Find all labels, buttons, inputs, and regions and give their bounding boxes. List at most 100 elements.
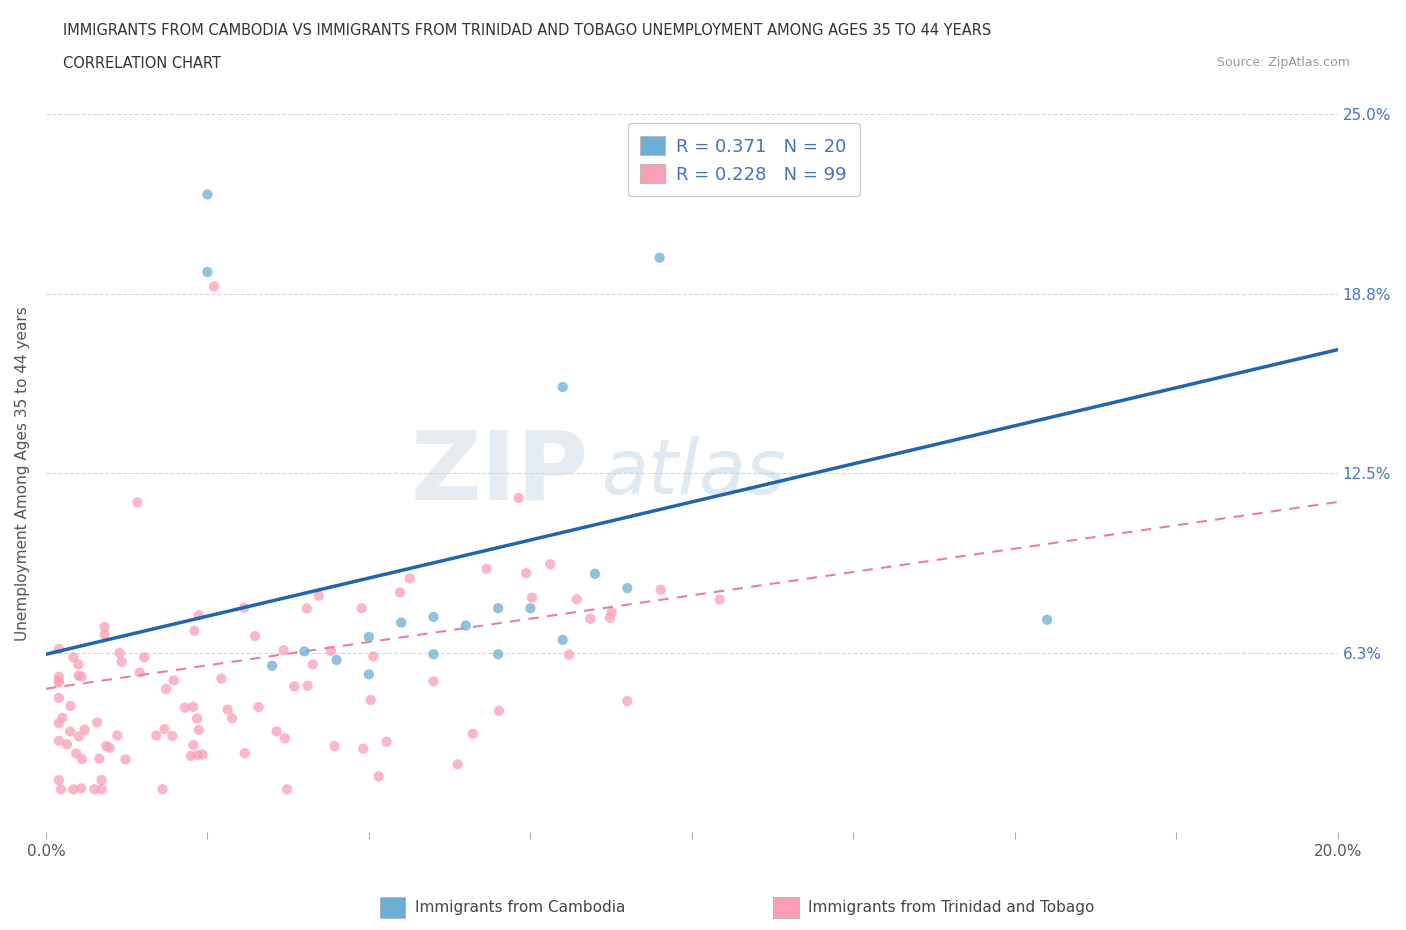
Point	[325, 653, 347, 668]
Point	[319, 644, 342, 658]
Point	[67, 658, 90, 672]
Point	[519, 601, 541, 616]
Bar	[773, 897, 799, 918]
Point	[183, 623, 205, 638]
Point	[283, 679, 305, 694]
Point	[616, 580, 638, 595]
Point	[90, 782, 112, 797]
Point	[274, 731, 297, 746]
Point	[181, 699, 204, 714]
Point	[367, 769, 389, 784]
Point	[163, 673, 186, 688]
Point	[233, 600, 256, 615]
Point	[105, 728, 128, 743]
Point	[114, 752, 136, 767]
Point	[558, 647, 581, 662]
Point	[173, 700, 195, 715]
Point	[363, 649, 385, 664]
Point	[48, 670, 70, 684]
Point	[127, 495, 149, 510]
Point	[183, 737, 205, 752]
Text: Immigrants from Trinidad and Tobago: Immigrants from Trinidad and Tobago	[808, 900, 1095, 915]
Point	[389, 615, 412, 630]
Point	[422, 646, 444, 661]
Point	[65, 746, 87, 761]
Point	[266, 724, 288, 738]
Point	[352, 741, 374, 756]
Point	[1036, 612, 1059, 627]
Point	[89, 751, 111, 766]
Point	[86, 715, 108, 730]
Point	[650, 582, 672, 597]
Point	[486, 646, 509, 661]
Point	[398, 571, 420, 586]
Y-axis label: Unemployment Among Ages 35 to 44 years: Unemployment Among Ages 35 to 44 years	[15, 306, 30, 641]
Point	[520, 591, 543, 605]
Point	[155, 682, 177, 697]
Point	[49, 782, 72, 797]
Point	[551, 632, 574, 647]
Point	[375, 735, 398, 750]
Point	[301, 657, 323, 671]
Point	[508, 490, 530, 505]
Text: Immigrants from Cambodia: Immigrants from Cambodia	[415, 900, 626, 915]
Point	[616, 694, 638, 709]
Point	[73, 723, 96, 737]
Point	[197, 265, 219, 280]
Point	[360, 693, 382, 708]
Point	[93, 619, 115, 634]
Point	[48, 773, 70, 788]
Point	[260, 658, 283, 673]
Point	[486, 601, 509, 616]
Point	[56, 737, 79, 751]
Point	[357, 667, 380, 682]
Point	[221, 711, 243, 725]
Text: Source: ZipAtlas.com: Source: ZipAtlas.com	[1216, 56, 1350, 69]
Point	[600, 604, 623, 619]
Point	[308, 589, 330, 604]
Point	[292, 644, 315, 658]
Point	[162, 728, 184, 743]
Point	[197, 187, 219, 202]
Point	[648, 250, 671, 265]
Point	[62, 782, 84, 797]
Point	[108, 645, 131, 660]
Point	[551, 379, 574, 394]
Point	[111, 655, 134, 670]
Point	[276, 782, 298, 797]
Point	[48, 673, 70, 688]
Point	[209, 671, 232, 686]
Point	[323, 738, 346, 753]
Point	[98, 740, 121, 755]
Point	[93, 627, 115, 642]
Point	[67, 729, 90, 744]
Point	[350, 601, 373, 616]
Text: IMMIGRANTS FROM CAMBODIA VS IMMIGRANTS FROM TRINIDAD AND TOBAGO UNEMPLOYMENT AMO: IMMIGRANTS FROM CAMBODIA VS IMMIGRANTS F…	[63, 23, 991, 38]
Point	[153, 722, 176, 737]
Point	[488, 703, 510, 718]
Point	[243, 629, 266, 644]
Point	[295, 601, 318, 616]
Point	[48, 642, 70, 657]
Point	[475, 562, 498, 577]
Point	[48, 690, 70, 705]
Point	[152, 782, 174, 797]
Point	[709, 592, 731, 607]
Point	[70, 670, 93, 684]
Text: CORRELATION CHART: CORRELATION CHART	[63, 56, 221, 71]
Point	[187, 608, 209, 623]
Point	[446, 757, 468, 772]
Point	[48, 715, 70, 730]
Point	[538, 557, 561, 572]
Text: ZIP: ZIP	[411, 427, 589, 520]
Point	[59, 698, 82, 713]
Point	[565, 591, 588, 606]
Point	[422, 674, 444, 689]
Point	[52, 711, 75, 725]
Point	[422, 609, 444, 624]
Point	[273, 643, 295, 658]
Point	[48, 675, 70, 690]
Point	[191, 747, 214, 762]
Bar	[380, 897, 405, 918]
Point	[233, 746, 256, 761]
